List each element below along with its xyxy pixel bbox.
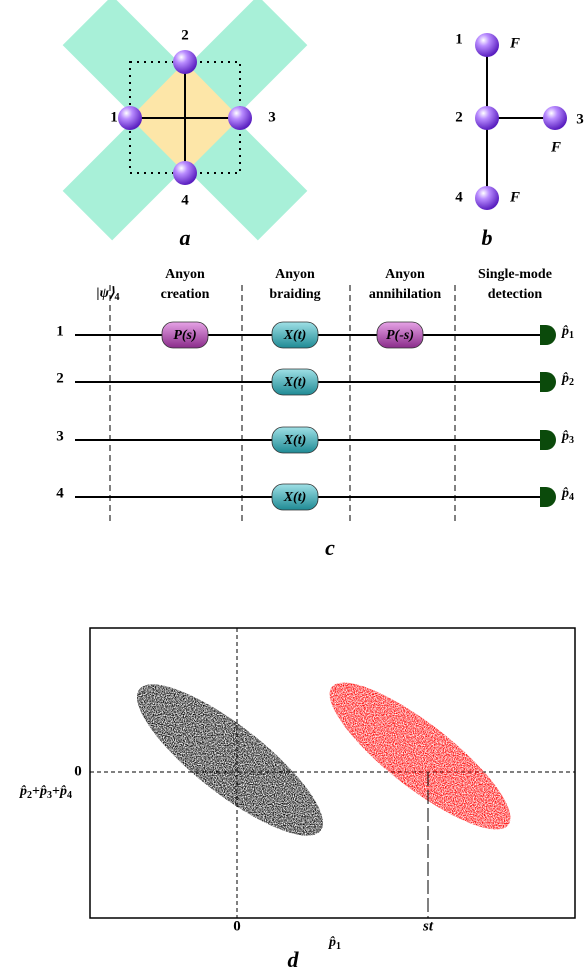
plot-frame bbox=[90, 628, 575, 918]
node bbox=[475, 186, 499, 210]
x-label-index: 1 bbox=[336, 941, 341, 952]
detector-index: 1 bbox=[569, 330, 574, 341]
site-label: 3 bbox=[268, 109, 276, 125]
site bbox=[173, 50, 197, 74]
y-label-symbol: p̂ bbox=[39, 784, 47, 799]
node bbox=[475, 33, 499, 57]
y-label-index: 4 bbox=[67, 790, 72, 801]
detector-label: p̂1 bbox=[561, 324, 574, 341]
site bbox=[173, 161, 197, 185]
node-label: 3 bbox=[576, 111, 584, 127]
detector-index: 3 bbox=[569, 435, 574, 446]
y-label-symbol: p̂ bbox=[59, 784, 67, 799]
operator-label: F bbox=[550, 139, 561, 155]
clouds bbox=[118, 662, 528, 858]
stage-header: Anyon bbox=[165, 267, 205, 282]
node bbox=[543, 106, 567, 130]
detector-symbol: p̂ bbox=[561, 429, 569, 444]
y-axis-label: p̂2+p̂3+p̂4 bbox=[19, 784, 72, 801]
panel-d: 0 st 0 p̂1 p̂2+p̂3+p̂4 d bbox=[19, 628, 575, 972]
detector bbox=[540, 325, 556, 345]
detector-symbol: p̂ bbox=[561, 324, 569, 339]
x-axis-label: p̂1 bbox=[328, 935, 341, 952]
input-state: |ψ⟩4 bbox=[97, 286, 120, 303]
gate-label: P(s) bbox=[173, 328, 196, 343]
detector-index: 2 bbox=[569, 377, 574, 388]
stage-header: detection bbox=[488, 287, 543, 302]
site bbox=[118, 106, 142, 130]
stage-header: creation bbox=[161, 287, 210, 302]
gate-label: X(t) bbox=[283, 433, 307, 448]
node-label: 4 bbox=[455, 189, 463, 205]
panel-label: a bbox=[180, 225, 191, 250]
x-tick-label: st bbox=[422, 918, 434, 934]
gate-label: X(t) bbox=[283, 375, 307, 390]
detector bbox=[540, 487, 556, 507]
black-cloud bbox=[118, 662, 341, 857]
detector bbox=[540, 372, 556, 392]
panel-label: b bbox=[482, 225, 493, 250]
gate-label: X(t) bbox=[283, 490, 307, 505]
site-label: 1 bbox=[110, 109, 118, 125]
detector bbox=[540, 430, 556, 450]
node bbox=[475, 106, 499, 130]
detector-index: 4 bbox=[569, 492, 574, 503]
ket-index: 4 bbox=[114, 292, 119, 303]
x-label-symbol: p̂ bbox=[328, 935, 336, 950]
stage-header: Single-mode bbox=[478, 267, 552, 282]
ket: |ψ⟩ bbox=[97, 286, 115, 301]
operator-label: F bbox=[509, 189, 520, 205]
y-label-symbol: p̂ bbox=[19, 784, 27, 799]
panel-c: |ψ⟩4 c AnyoncreationAnyonbraidingAnyonan… bbox=[56, 267, 574, 560]
node-label: 2 bbox=[455, 109, 463, 125]
mode-label: 2 bbox=[56, 370, 64, 386]
panel-label: d bbox=[288, 947, 300, 972]
mode-label: 1 bbox=[56, 323, 64, 339]
panel-label: c bbox=[325, 535, 335, 560]
mode-label: 4 bbox=[56, 485, 64, 501]
panel-a: 1 2 3 4 a bbox=[63, 0, 308, 250]
detector-label: p̂3 bbox=[561, 429, 574, 446]
stage-header: annihilation bbox=[369, 287, 442, 302]
detector-symbol: p̂ bbox=[561, 486, 569, 501]
operator-label: F bbox=[509, 35, 520, 51]
y-tick-label: 0 bbox=[74, 763, 82, 779]
gate-label: X(t) bbox=[283, 328, 307, 343]
detector-symbol: p̂ bbox=[561, 371, 569, 386]
detector-label: p̂2 bbox=[561, 371, 574, 388]
figure: 1 2 3 4 a 1 2 3 4 F F F b |ψ⟩4 c Anyoncr… bbox=[0, 0, 587, 973]
stage-header: Anyon bbox=[275, 267, 315, 282]
node-label: 1 bbox=[455, 31, 463, 47]
red-cloud bbox=[312, 662, 528, 850]
gate-label: P(-s) bbox=[386, 328, 414, 343]
y-label-operator: + bbox=[32, 784, 40, 799]
mode-label: 3 bbox=[56, 428, 64, 444]
detector-label: p̂4 bbox=[561, 486, 574, 503]
stage-header: Anyon bbox=[385, 267, 425, 282]
y-label-operator: + bbox=[52, 784, 60, 799]
site-label: 2 bbox=[181, 27, 189, 43]
site-label: 4 bbox=[181, 192, 189, 208]
x-tick-label: 0 bbox=[233, 918, 241, 934]
stage-header: braiding bbox=[269, 287, 320, 302]
site bbox=[228, 106, 252, 130]
panel-b: 1 2 3 4 F F F b bbox=[455, 31, 584, 250]
